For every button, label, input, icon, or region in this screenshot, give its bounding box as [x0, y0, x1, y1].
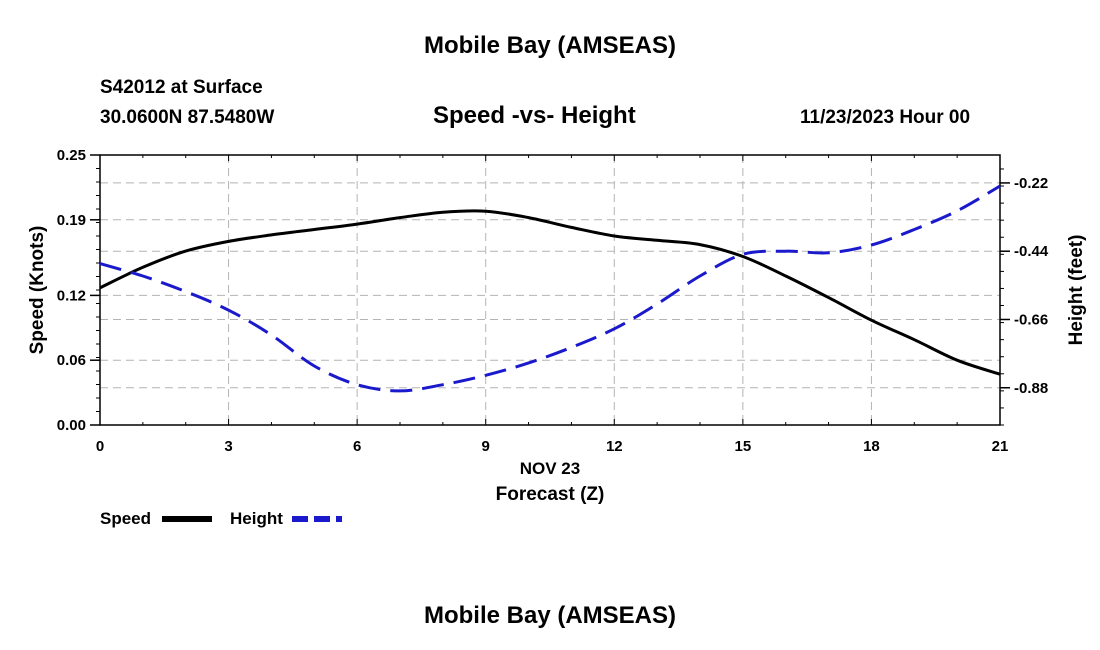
- plot-frame: [99, 154, 1001, 426]
- x-tick-label: 18: [863, 438, 880, 455]
- series-line-height: [99, 184, 1001, 393]
- series-line-speed: [99, 209, 1001, 376]
- y-tick-label: 0.25: [57, 147, 86, 164]
- location-label: 30.0600N 87.5480W: [100, 107, 275, 128]
- y-tick-label: 0.19: [57, 212, 86, 229]
- x-tick-label: 15: [735, 438, 752, 455]
- minor-ticks: [96, 154, 1004, 426]
- y2-tick-label: -0.44: [1014, 243, 1049, 260]
- y-tick-labels: 0.00 0.06 0.12 0.19 0.25: [57, 147, 100, 434]
- x-tick-label: 0: [96, 438, 104, 455]
- series-layer: [99, 184, 1001, 393]
- y2-tick-label: -0.88: [1014, 380, 1048, 397]
- page-title: Mobile Bay (AMSEAS): [423, 32, 677, 59]
- footer-title: Mobile Bay (AMSEAS): [423, 602, 677, 629]
- x-tick-label: 3: [224, 438, 232, 455]
- legend-height-label: Height: [230, 509, 283, 528]
- y-tick-label: 0.12: [57, 287, 86, 304]
- chart-subtitle: Speed -vs- Height: [433, 102, 636, 129]
- chart-grid: [99, 155, 1001, 425]
- x-date-label: NOV 23: [520, 459, 580, 478]
- x-tick-label: 12: [606, 438, 623, 455]
- y-tick-label: 0.06: [57, 352, 86, 369]
- x-tick-label: 6: [353, 438, 361, 455]
- x-tick-labels: 0 3 6 9 12 15 18 21: [96, 438, 1009, 455]
- y2-tick-labels: -0.22 -0.44 -0.66 -0.88: [1000, 175, 1049, 397]
- x-axis-label: Forecast (Z): [496, 484, 605, 505]
- y-axis-label: Speed (Knots): [27, 226, 48, 355]
- y2-tick-label: -0.66: [1014, 311, 1048, 328]
- legend-speed-label: Speed: [100, 509, 152, 528]
- y-tick-label: 0.00: [57, 417, 86, 434]
- station-label: S42012 at Surface: [100, 77, 263, 98]
- y2-axis-label: Height (feet): [1066, 235, 1087, 346]
- y2-tick-label: -0.22: [1014, 175, 1048, 192]
- x-tick-label: 9: [482, 438, 490, 455]
- datetime-label: 11/23/2023 Hour 00: [800, 107, 971, 128]
- x-tick-label: 21: [992, 438, 1009, 455]
